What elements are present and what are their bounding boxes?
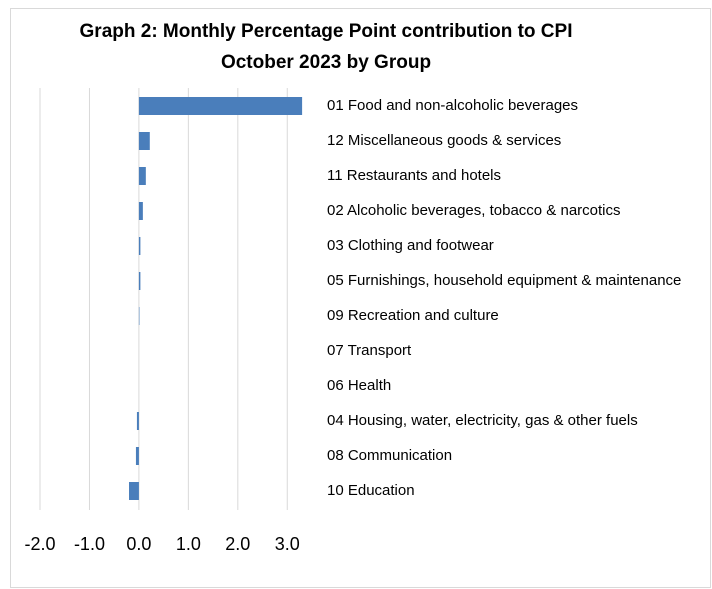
category-label: 09 Recreation and culture (327, 307, 499, 324)
category-label: 07 Transport (327, 342, 412, 359)
category-label: 02 Alcoholic beverages, tobacco & narcot… (327, 202, 621, 219)
bar (136, 412, 139, 430)
x-tick-label: -1.0 (74, 534, 105, 554)
category-label: 06 Health (327, 377, 391, 394)
category-label: 01 Food and non-alcoholic beverages (327, 97, 578, 114)
category-label: 12 Miscellaneous goods & services (327, 132, 561, 149)
bar (138, 132, 150, 150)
category-label: 05 Furnishings, household equipment & ma… (327, 272, 681, 289)
x-tick-label: 1.0 (176, 534, 201, 554)
bar (138, 272, 141, 290)
bar (138, 237, 141, 255)
x-tick-label: 3.0 (275, 534, 300, 554)
chart-title: Graph 2: Monthly Percentage Point contri… (80, 21, 573, 42)
chart-title: October 2023 by Group (221, 52, 431, 73)
bar (138, 202, 143, 220)
category-label: 03 Clothing and footwear (327, 237, 494, 254)
bar (129, 482, 139, 500)
category-label: 08 Communication (327, 447, 452, 464)
category-label: 11 Restaurants and hotels (327, 167, 501, 184)
category-label: 10 Education (327, 482, 415, 499)
x-tick-label: 0.0 (126, 534, 151, 554)
category-label: 04 Housing, water, electricity, gas & ot… (327, 412, 638, 429)
bar (138, 167, 146, 185)
bar (135, 447, 139, 465)
chart-frame (10, 8, 711, 588)
x-tick-label: 2.0 (225, 534, 250, 554)
x-tick-label: -2.0 (24, 534, 55, 554)
bar (138, 97, 303, 115)
